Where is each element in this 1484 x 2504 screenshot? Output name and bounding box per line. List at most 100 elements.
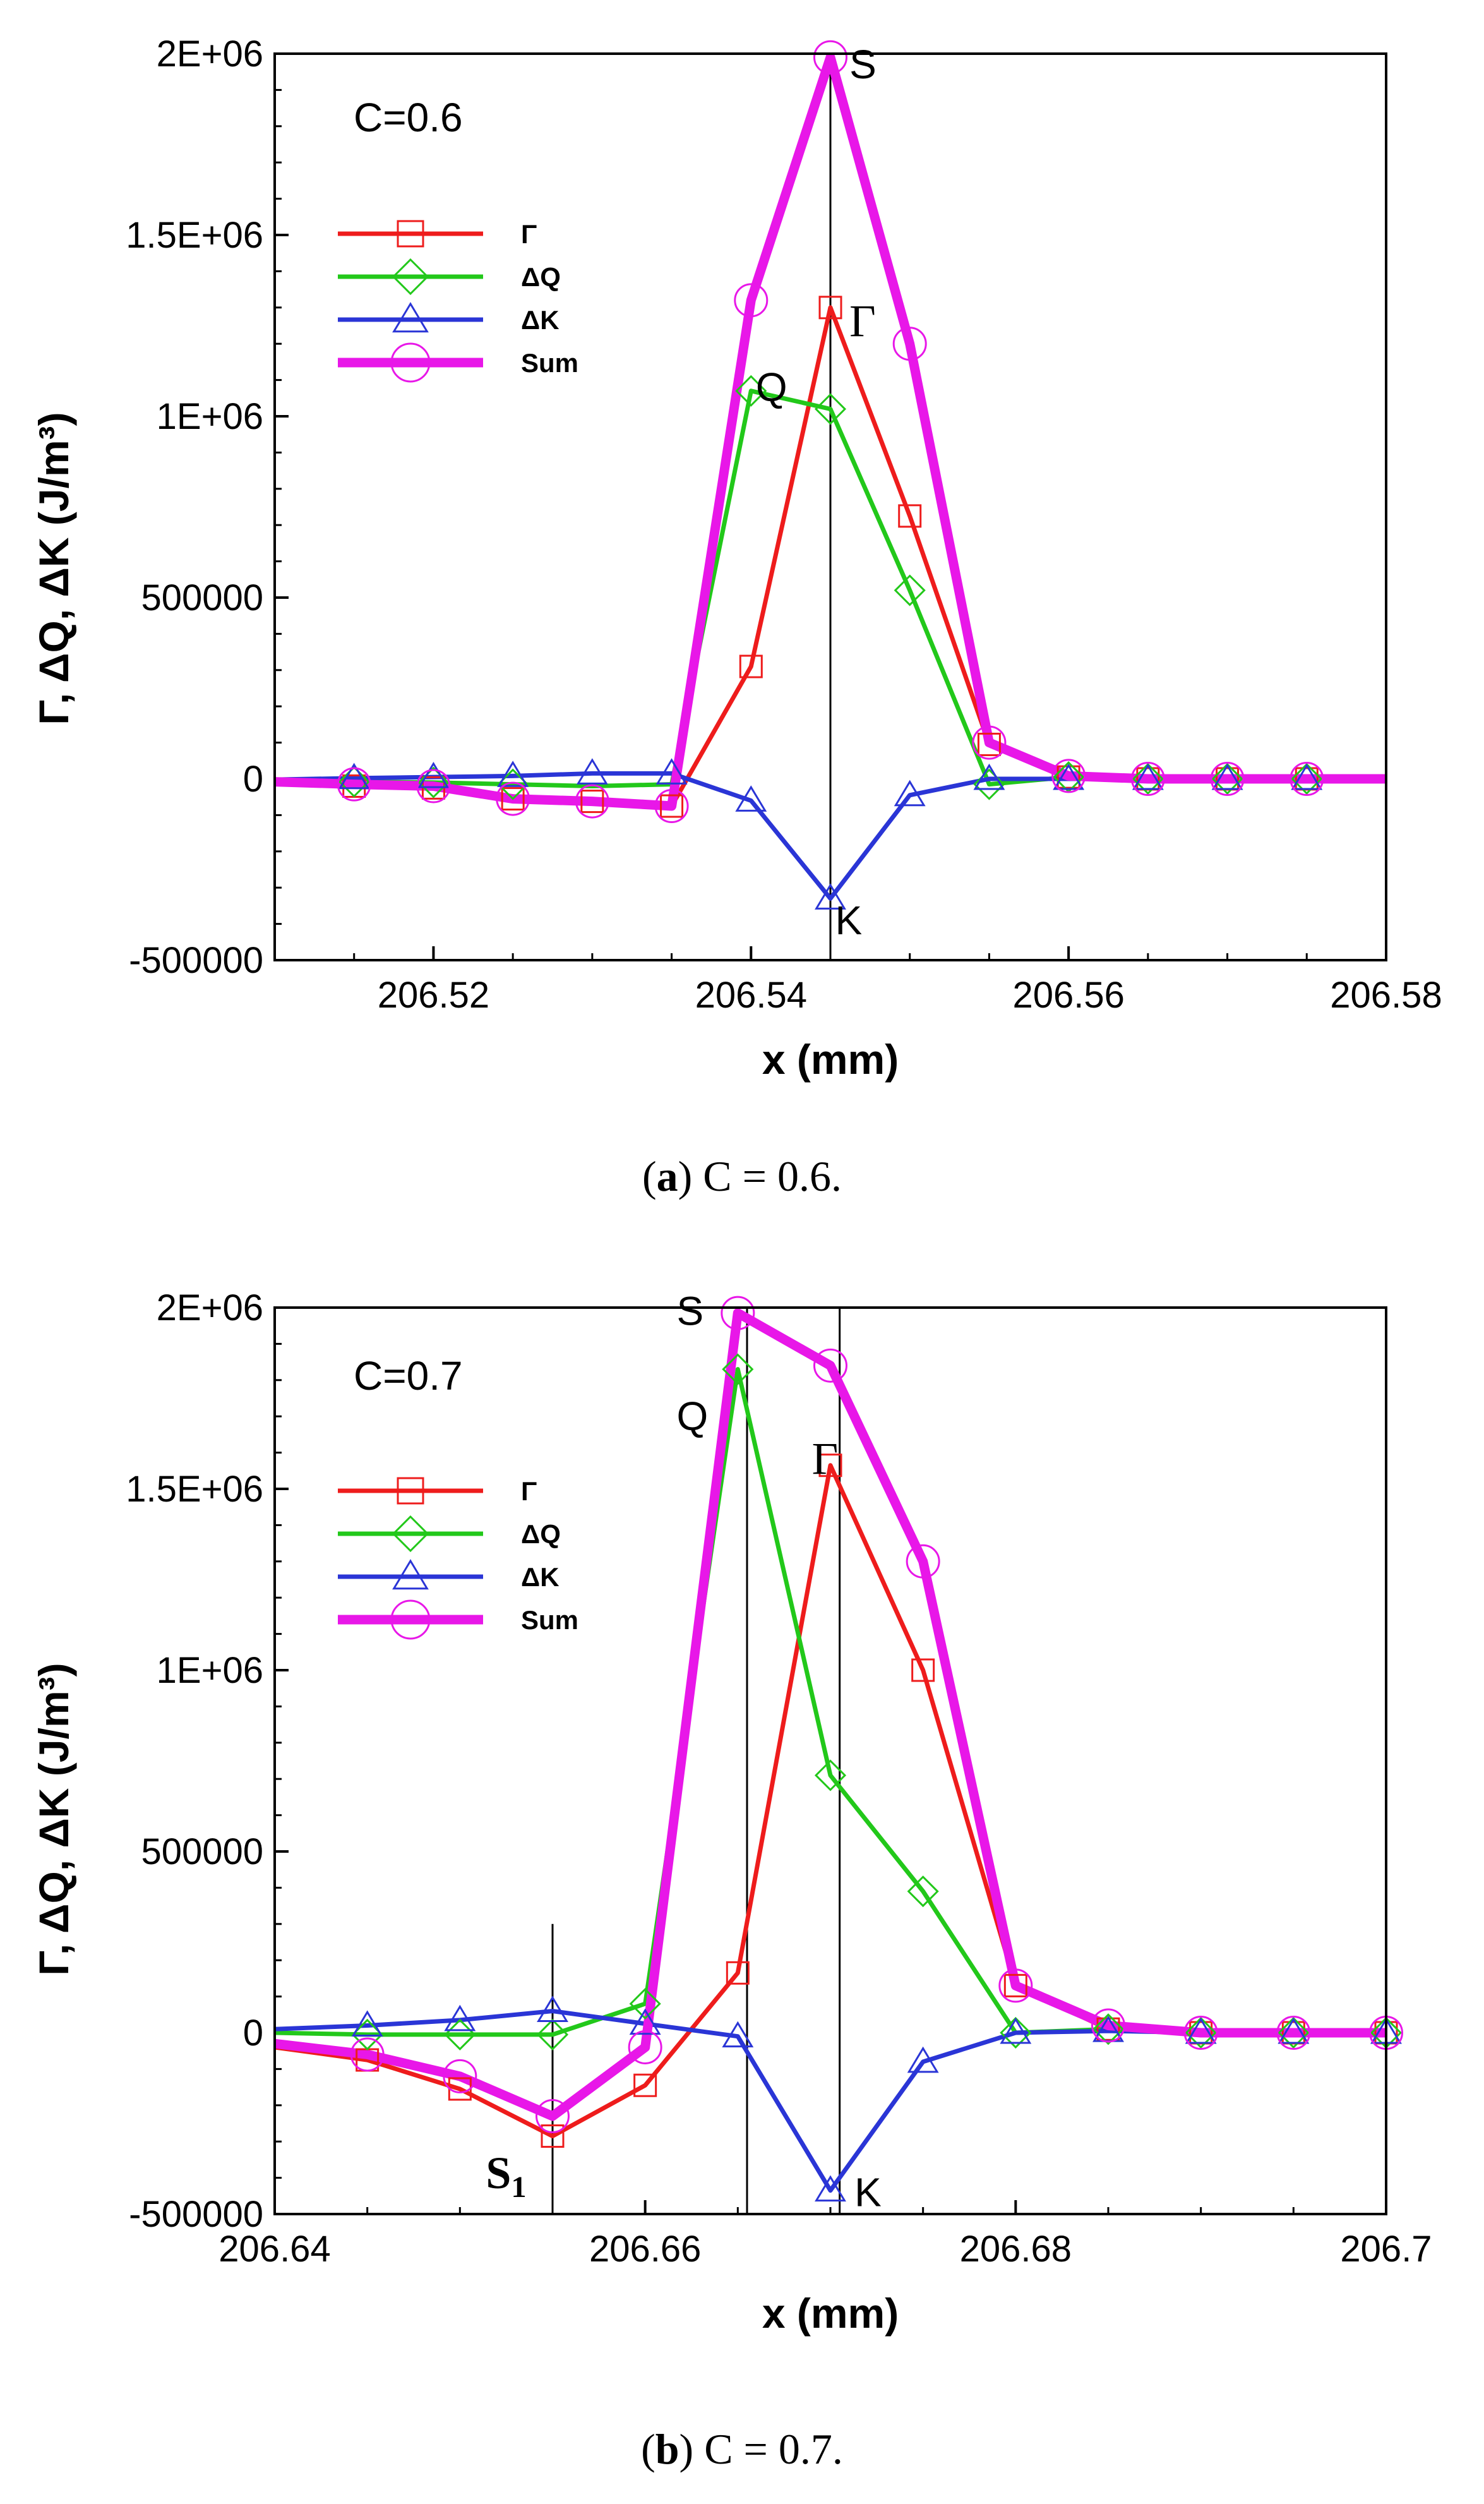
- series-line-dK: [274, 2009, 1386, 2193]
- caption-b: (b) C = 0.7.: [641, 2425, 843, 2473]
- marker-sum: [496, 781, 530, 816]
- x-tick-label: 206.64: [218, 2229, 330, 2270]
- marker-dQ: [536, 2018, 569, 2050]
- marker-dK: [338, 762, 370, 790]
- marker-dQ: [1278, 2016, 1310, 2049]
- marker-sum: [628, 2030, 662, 2064]
- y-tick-label: 500000: [141, 1831, 263, 1872]
- marker-gamma: [739, 654, 763, 678]
- legend-label-gamma: Γ: [521, 1476, 537, 1506]
- marker-dK: [735, 785, 767, 812]
- plot-frame: [273, 52, 1387, 961]
- marker-gamma: [977, 732, 1001, 756]
- marker-sum: [892, 327, 927, 361]
- y-tick-label: 0: [243, 759, 263, 800]
- y-tick-label: -500000: [129, 940, 263, 981]
- marker-dQ: [722, 1353, 754, 1385]
- x-axis-label-b: x (mm): [762, 2290, 899, 2337]
- y-axis-label-a: Γ, ΔQ, ΔK (J/m³): [30, 412, 77, 725]
- marker-dQ: [1211, 762, 1243, 795]
- marker-sum: [416, 769, 451, 804]
- marker-dK: [444, 2004, 476, 2031]
- caption-text-a: C = 0.6.: [703, 1152, 842, 1200]
- legend-marker-gamma: [397, 1477, 424, 1505]
- legend-marker-gamma: [397, 220, 424, 248]
- legend-label-dQ: ΔQ: [521, 262, 561, 292]
- y-tick-label: 1.5E+06: [126, 215, 263, 256]
- marker-gamma: [818, 1454, 842, 1478]
- legend-marker-dQ: [392, 258, 429, 296]
- marker-gamma: [541, 2124, 565, 2148]
- marker-dK: [894, 779, 926, 807]
- marker-dK: [1132, 763, 1164, 790]
- marker-sum: [906, 1544, 940, 1579]
- marker-dQ: [1092, 2013, 1125, 2045]
- condition-annotation-b: C=0.7: [354, 1353, 463, 1399]
- legend-marker-sum: [390, 1599, 431, 1640]
- marker-sum: [734, 283, 769, 318]
- marker-dK: [576, 758, 608, 785]
- marker-dQ: [1185, 2016, 1217, 2049]
- marker-sum: [1051, 759, 1086, 793]
- marker-gamma: [501, 787, 525, 811]
- marker-dK: [351, 2010, 383, 2037]
- legend-label-dK: ΔK: [521, 1562, 559, 1592]
- caption-letter-a: a: [657, 1152, 678, 1200]
- marker-dK: [655, 758, 688, 785]
- point-label: S1: [486, 2148, 526, 2204]
- marker-gamma: [633, 2073, 657, 2097]
- y-tick-label: 2E+06: [157, 1287, 263, 1328]
- marker-dK: [1278, 2017, 1310, 2044]
- y-axis-label-b: Γ, ΔQ, ΔK (J/m³): [30, 1663, 77, 1975]
- marker-dK: [815, 883, 846, 910]
- marker-gamma: [818, 296, 842, 320]
- x-tick-label: 206.58: [1330, 975, 1442, 1016]
- marker-sum: [1290, 762, 1324, 796]
- marker-dQ: [814, 393, 847, 425]
- point-label: Q: [677, 1393, 709, 1439]
- legend-label-sum: Sum: [521, 348, 578, 378]
- marker-dQ: [1291, 762, 1323, 795]
- marker-sum: [350, 2037, 385, 2072]
- marker-sum: [575, 784, 609, 819]
- marker-dQ: [417, 766, 450, 798]
- y-tick-label: 2E+06: [157, 33, 263, 75]
- marker-gamma: [1003, 1973, 1027, 1997]
- point-label: Γ: [849, 296, 876, 346]
- plot-frame: [273, 1306, 1387, 2215]
- chart-panel-a: -500000 0 500000 1E+06 1.5E+06 2E+06 206.52 206…: [30, 33, 1442, 1200]
- point-label: Γ: [812, 1433, 839, 1484]
- legend-marker-dK: [392, 1559, 429, 1590]
- condition-annotation-a: C=0.6: [354, 95, 463, 140]
- series-line-sum: [274, 52, 1386, 811]
- y-tick-label: 500000: [141, 577, 263, 618]
- marker-sum: [813, 40, 847, 75]
- caption-a: (a) C = 0.6.: [642, 1152, 842, 1200]
- marker-dK: [973, 763, 1005, 790]
- marker-sum: [337, 767, 371, 802]
- marker-gamma: [726, 1961, 750, 1985]
- series-line-sum: [274, 1308, 1386, 2121]
- marker-dQ: [629, 1988, 661, 2020]
- marker-dQ: [814, 1759, 847, 1791]
- marker-dK: [815, 2175, 846, 2202]
- plot-area-b: -500000 0 500000 1E+06 1.5E+06 2E+06 206.64 206…: [126, 1287, 1432, 2270]
- y-tick-label: 1.5E+06: [126, 1469, 263, 1510]
- marker-sum: [998, 1968, 1033, 2003]
- x-tick-label: 206.68: [960, 2229, 1072, 2270]
- legend: Γ ΔQ ΔK Sum: [338, 1476, 578, 1640]
- legend-label-dK: ΔK: [521, 305, 559, 335]
- chart-panel-b: -500000 0 500000 1E+06 1.5E+06 2E+06 206.64 206…: [30, 1287, 1432, 2473]
- marker-dQ: [1000, 2016, 1032, 2049]
- marker-dK: [1211, 763, 1243, 790]
- marker-dQ: [735, 375, 767, 407]
- marker-dK: [907, 2046, 939, 2073]
- marker-sum: [536, 2099, 570, 2134]
- marker-dK: [537, 1995, 568, 2022]
- marker-gamma: [911, 1658, 935, 1682]
- plot-area-a: -500000 0 500000 1E+06 1.5E+06 2E+06 206.52 206…: [126, 33, 1442, 1016]
- marker-dK: [1291, 763, 1323, 790]
- marker-dQ: [338, 766, 370, 798]
- y-tick-label: -500000: [129, 2194, 263, 2235]
